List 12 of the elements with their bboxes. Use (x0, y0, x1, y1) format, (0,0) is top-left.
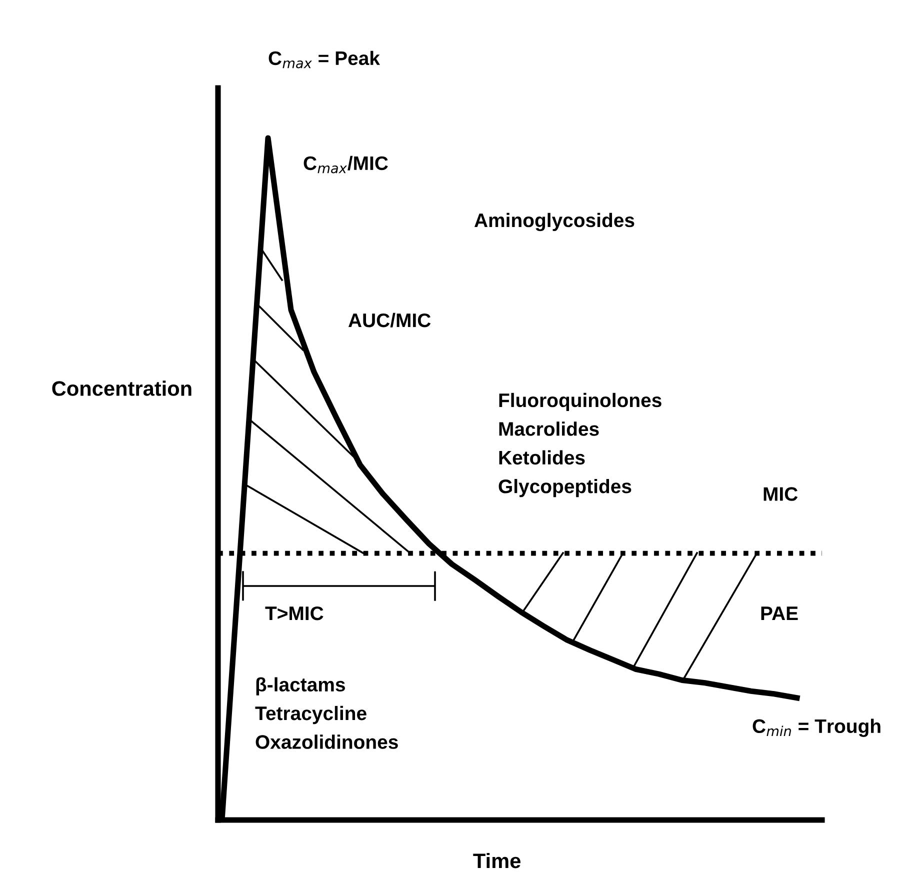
text: C$_{max}$ = Peak (268, 50, 380, 68)
y-axis-title: Concentration (52, 380, 192, 396)
annotation: Aminoglycosides (474, 212, 634, 232)
annotation: β-lactams Tetracycline Oxazolidinones (255, 677, 398, 749)
annotation: PAE (761, 606, 798, 620)
ref-line-label: MIC (764, 487, 798, 501)
annotation: C$_{min}$ = Trough (752, 718, 880, 737)
annotation: C$_{max}$/MIC (304, 156, 388, 174)
annotation: AUC/MIC (348, 312, 431, 328)
x-axis-title: Time (473, 852, 520, 868)
annotation: Fluoroquinolones Macrolides Ketolides Glycopeptides (498, 392, 662, 498)
annotation: T>MIC (265, 606, 324, 620)
